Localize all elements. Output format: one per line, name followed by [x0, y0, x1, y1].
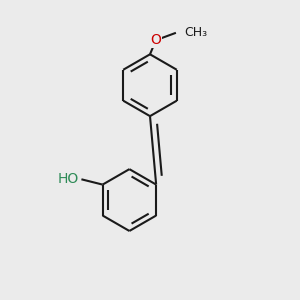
- Text: HO: HO: [58, 172, 79, 186]
- Text: O: O: [151, 33, 161, 47]
- Text: CH₃: CH₃: [184, 26, 207, 39]
